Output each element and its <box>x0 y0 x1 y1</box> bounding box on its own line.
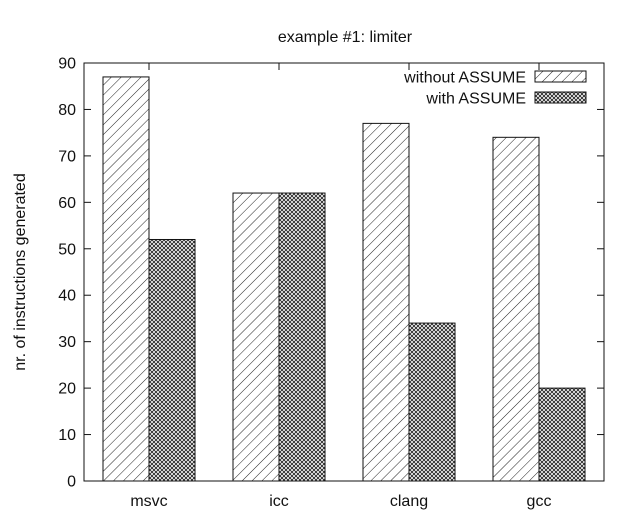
x-tick-label-clang: clang <box>390 493 428 510</box>
bar-icc-series-1 <box>278 192 326 482</box>
x-axis-ticks: msvc icc clang gcc <box>130 63 551 510</box>
bars-group <box>102 76 586 482</box>
x-tick-label-icc: icc <box>269 493 289 510</box>
y-axis-label: nr. of instructions generated <box>12 173 29 370</box>
bar-clang-series-0 <box>362 122 410 482</box>
y-axis-ticks: 0 10 20 30 40 50 60 70 80 90 <box>58 56 604 491</box>
legend: without ASSUME with ASSUME <box>403 70 587 108</box>
y-tick-label: 40 <box>58 288 76 305</box>
y-tick-label: 30 <box>58 334 76 351</box>
y-tick-label: 20 <box>58 381 76 398</box>
x-tick-label-gcc: gcc <box>527 493 552 510</box>
legend-swatch-series-0 <box>534 70 587 83</box>
y-tick-label: 70 <box>58 148 76 165</box>
plot-frame <box>83 62 605 482</box>
bar-msvc-series-1 <box>148 238 196 482</box>
y-tick-label: 90 <box>58 56 76 73</box>
legend-label-series-0: without ASSUME <box>403 70 526 87</box>
y-tick-label: 80 <box>58 102 76 119</box>
chart-title: example #1: limiter <box>278 29 413 46</box>
legend-label-series-1: with ASSUME <box>425 91 526 108</box>
bar-gcc-series-1 <box>538 387 586 482</box>
x-tick-label-msvc: msvc <box>130 493 167 510</box>
bar-clang-series-1 <box>408 322 456 482</box>
bar-msvc-series-0 <box>102 76 150 482</box>
bar-gcc-series-0 <box>492 136 540 482</box>
y-tick-label: 0 <box>67 474 76 491</box>
y-tick-label: 60 <box>58 195 76 212</box>
y-tick-label: 10 <box>58 427 76 444</box>
bar-icc-series-0 <box>232 192 280 482</box>
legend-swatch-series-1 <box>534 91 587 104</box>
y-tick-label: 50 <box>58 241 76 258</box>
